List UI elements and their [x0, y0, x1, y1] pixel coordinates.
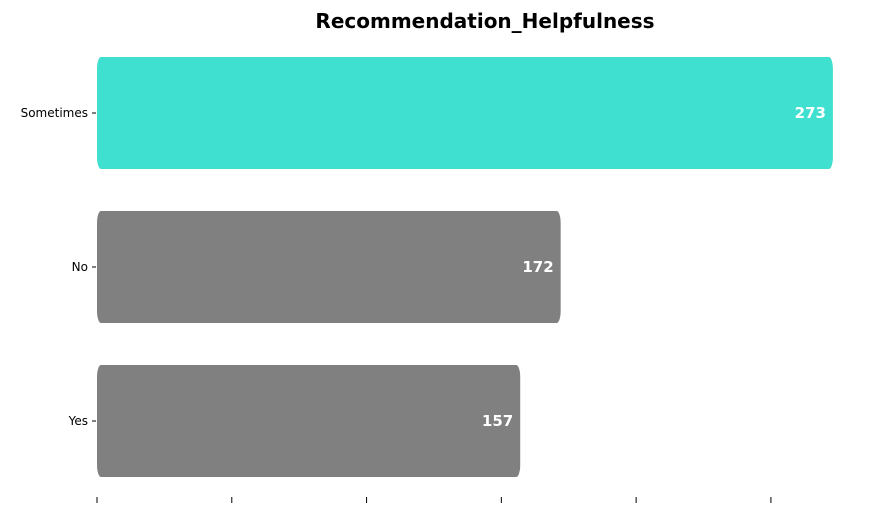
data-labels: 273 172 157	[482, 104, 826, 430]
data-label-sometimes: 273	[795, 104, 826, 122]
bars	[97, 57, 833, 477]
bar-sometimes	[97, 57, 833, 169]
x-axis-ticks	[96, 497, 772, 503]
bar-yes	[97, 365, 521, 477]
y-tick-label-no: No	[72, 260, 88, 274]
y-axis-labels: Sometimes No Yes	[21, 106, 96, 428]
data-label-no: 172	[522, 258, 553, 276]
y-tick-label-sometimes: Sometimes	[21, 106, 88, 120]
bar-no	[97, 211, 561, 323]
y-tick-label-yes: Yes	[68, 414, 88, 428]
data-label-yes: 157	[482, 412, 513, 430]
chart-title: Recommendation_Helpfulness	[315, 9, 654, 33]
